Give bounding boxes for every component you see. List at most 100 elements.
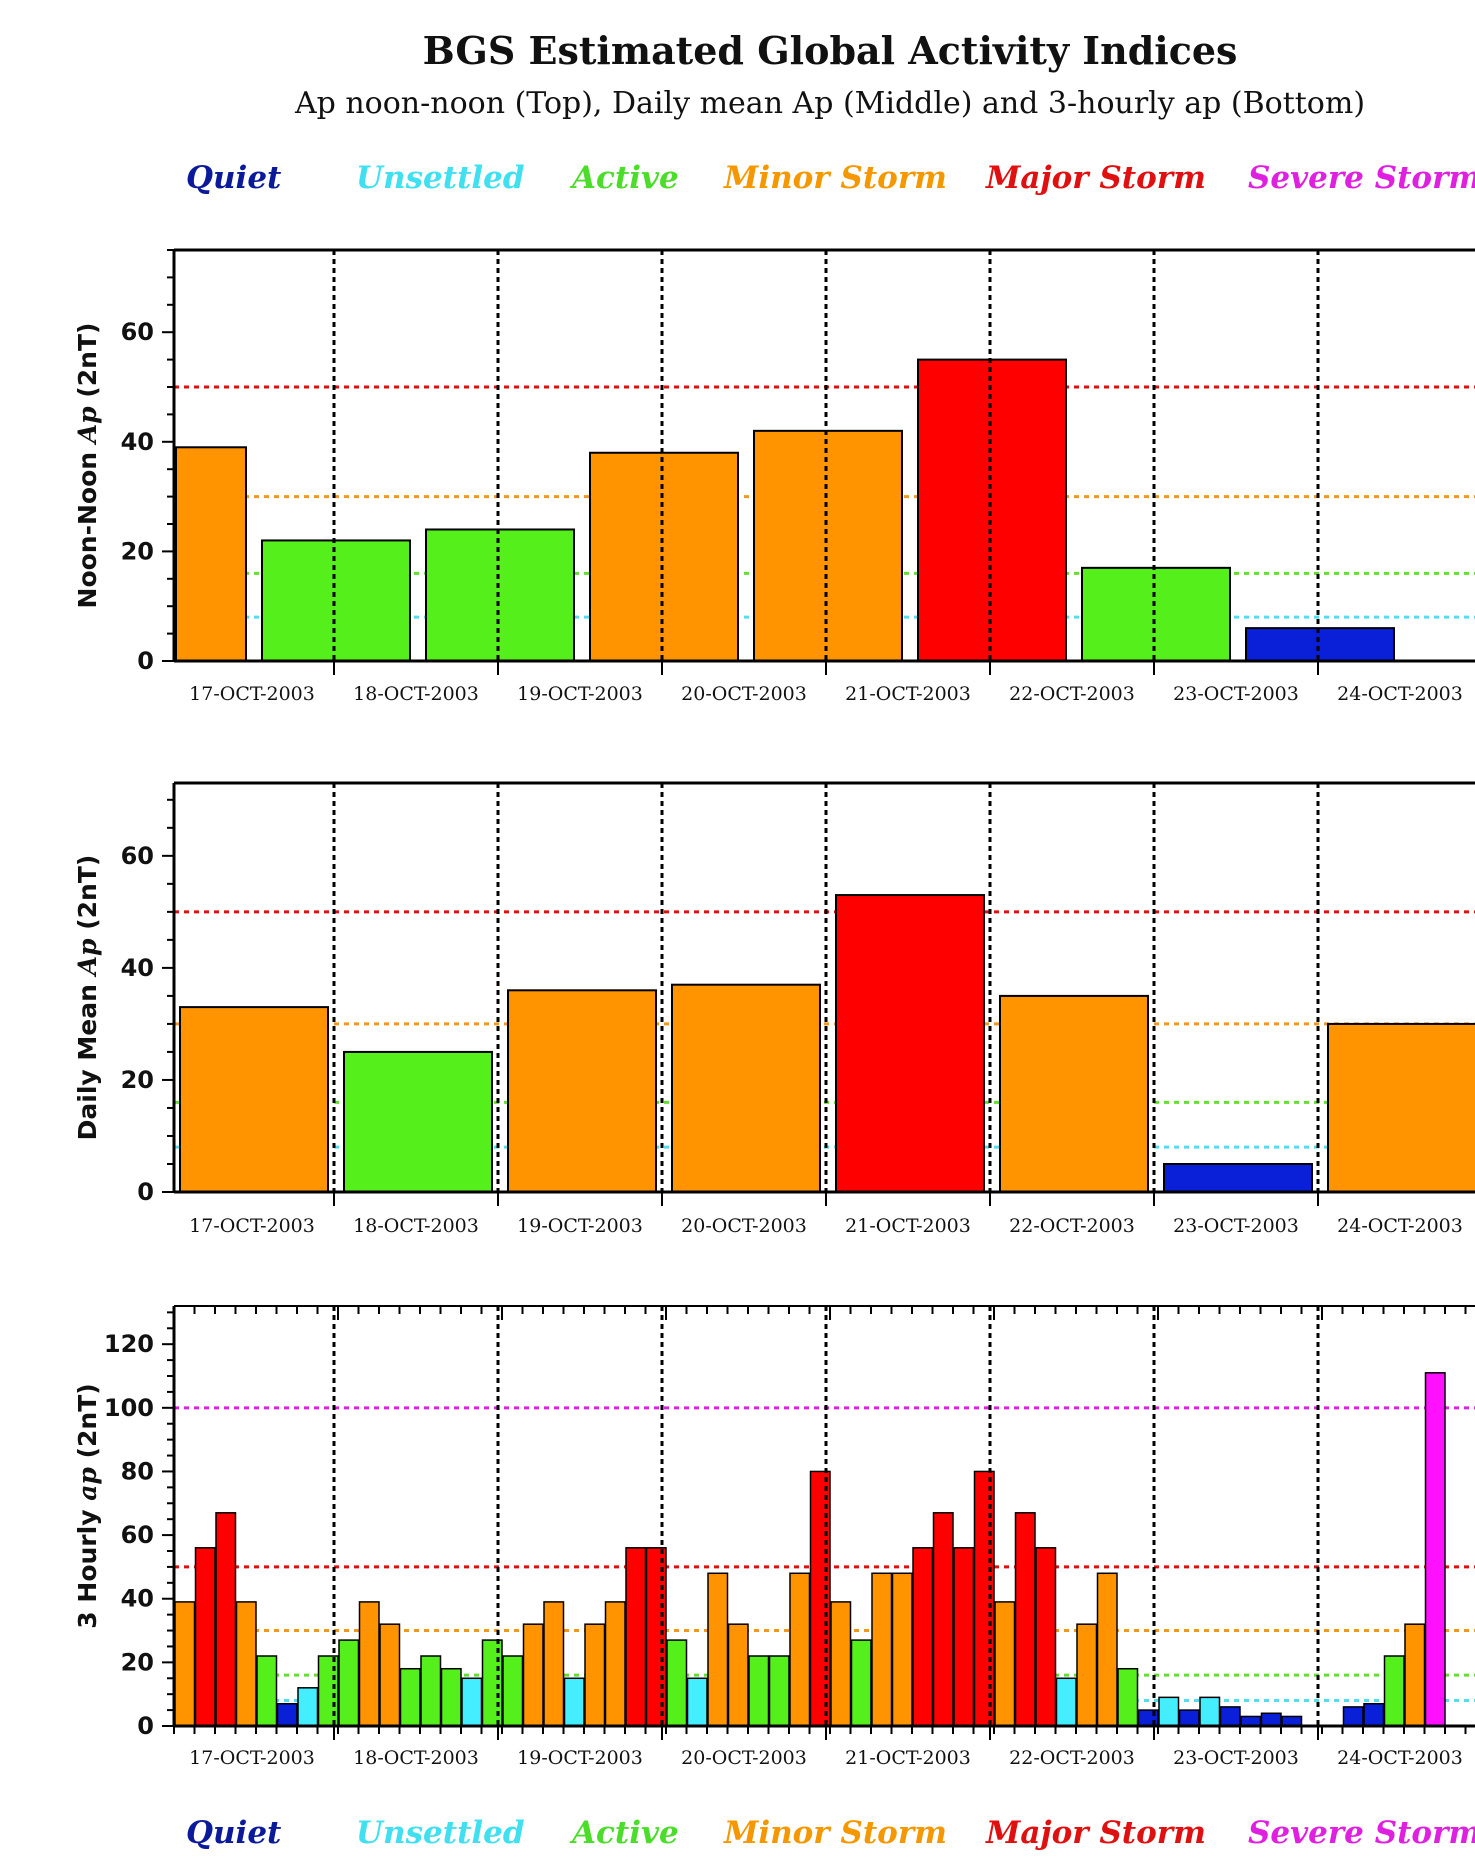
legend-quiet: Quiet [186, 1815, 282, 1851]
y-tick-label: 20 [121, 537, 154, 565]
y-axis-title: Daily Mean Ap (2nT) [73, 855, 102, 1141]
date-label: 24-OCT-2003 [1337, 1215, 1463, 1237]
bar [420, 1655, 442, 1727]
date-label: 23-OCT-2003 [1173, 683, 1299, 705]
bar [625, 1547, 647, 1727]
bar [1055, 1677, 1077, 1727]
bar [543, 1601, 565, 1727]
date-label: 18-OCT-2003 [353, 1215, 479, 1237]
y-tick-label: 40 [121, 428, 154, 456]
bar [1096, 1572, 1118, 1727]
bar [179, 1006, 329, 1194]
y-tick-label: 80 [121, 1457, 154, 1485]
bar [461, 1677, 483, 1727]
chart-subtitle: Ap noon-noon (Top), Daily mean Ap (Middl… [0, 86, 1475, 121]
bar [1163, 1162, 1313, 1194]
bar [1383, 1655, 1405, 1727]
bar [235, 1601, 257, 1727]
legend-unsettled: Unsettled [356, 1815, 525, 1851]
bar [671, 983, 821, 1193]
y-axis-title-part: (2nT) [73, 855, 102, 939]
date-label: 19-OCT-2003 [517, 683, 643, 705]
bar [215, 1512, 237, 1727]
date-label: 24-OCT-2003 [1337, 1747, 1463, 1769]
bar [912, 1547, 934, 1727]
bar [379, 1623, 401, 1727]
bar [830, 1601, 852, 1727]
date-label: 21-OCT-2003 [845, 683, 971, 705]
bar [753, 429, 903, 662]
date-label: 20-OCT-2003 [681, 1215, 807, 1237]
bar [584, 1623, 606, 1727]
bar [1219, 1706, 1241, 1727]
y-axis-title: 3 Hourly ap (2nT) [73, 1383, 102, 1628]
bar [666, 1639, 688, 1727]
bar [1342, 1706, 1364, 1727]
y-tick-label: 60 [121, 318, 154, 346]
bar [256, 1655, 278, 1727]
panel-2: 0 20 40 60 17-OCT-2003 18-OCT-2003 19-OCT-2003… [73, 781, 1475, 1237]
bar [604, 1601, 626, 1727]
y-tick-label: 60 [121, 1521, 154, 1549]
date-label: 19-OCT-2003 [517, 1215, 643, 1237]
legend-minor-storm: Minor Storm [724, 160, 947, 196]
date-label: 17-OCT-2003 [189, 683, 315, 705]
date-label: 18-OCT-2003 [353, 683, 479, 705]
date-label: 21-OCT-2003 [845, 1747, 971, 1769]
panel-3: 0 20 40 60 80 100 120 17-OCT-2003 18-OCT-2003 19-… [73, 1305, 1475, 1769]
bar [1363, 1702, 1385, 1727]
bar [1404, 1623, 1426, 1727]
legend-unsettled: Unsettled [356, 160, 525, 196]
legend-quiet: Quiet [186, 160, 282, 196]
bar [727, 1623, 749, 1727]
bar [1424, 1372, 1446, 1727]
date-label: 23-OCT-2003 [1173, 1747, 1299, 1769]
panel-1: 0 20 40 60 17-OCT-2003 18-OCT-2003 19-OCT-2003… [73, 248, 1475, 705]
chart-subtitle-text: Ap noon-noon (Top), Daily mean Ap (Middl… [294, 86, 1366, 121]
date-label: 17-OCT-2003 [189, 1215, 315, 1237]
date-label: 19-OCT-2003 [517, 1747, 643, 1769]
bar [399, 1667, 421, 1727]
date-label: 22-OCT-2003 [1009, 683, 1135, 705]
bar [174, 1601, 196, 1727]
bar [917, 358, 1067, 662]
bar [1081, 566, 1231, 663]
bar [1327, 1022, 1475, 1193]
bar [358, 1601, 380, 1727]
bar [850, 1639, 872, 1727]
legend-bottom: Quiet Unsettled Active Minor Storm Major Sto… [0, 1815, 1475, 1859]
y-tick-label: 20 [121, 1066, 154, 1094]
y-axis-title-part: (2nT) [73, 1383, 102, 1467]
bar [645, 1547, 667, 1727]
bar [789, 1572, 811, 1727]
y-tick-label: 120 [104, 1330, 154, 1358]
bar [768, 1655, 790, 1727]
y-axis-title-part: Ap [73, 938, 102, 977]
date-label: 23-OCT-2003 [1173, 1215, 1299, 1237]
y-axis-title: Noon-Noon Ap (2nT) [73, 323, 102, 609]
bar [1178, 1709, 1200, 1727]
bar [1260, 1712, 1282, 1727]
y-axis-title-part: 3 Hourly [73, 1501, 102, 1629]
legend-minor-storm: Minor Storm [724, 1815, 947, 1851]
y-axis-title-part: Daily Mean [73, 975, 102, 1140]
bar [1035, 1547, 1057, 1727]
y-tick-label: 0 [137, 647, 154, 675]
y-tick-label: 100 [104, 1394, 154, 1422]
legend-active: Active [572, 1815, 679, 1851]
bar [835, 894, 985, 1193]
legend-severe-storm: Severe Storm [1248, 1815, 1475, 1851]
legend-active: Active [572, 160, 679, 196]
bar [1014, 1512, 1036, 1727]
bar [994, 1601, 1016, 1727]
bar [276, 1702, 298, 1727]
bar [343, 1050, 493, 1194]
bar [1076, 1623, 1098, 1727]
y-tick-label: 60 [121, 842, 154, 870]
y-tick-label: 40 [121, 1585, 154, 1613]
bar [194, 1547, 216, 1727]
date-label: 18-OCT-2003 [353, 1747, 479, 1769]
y-tick-label: 40 [121, 954, 154, 982]
bar [1199, 1696, 1221, 1727]
